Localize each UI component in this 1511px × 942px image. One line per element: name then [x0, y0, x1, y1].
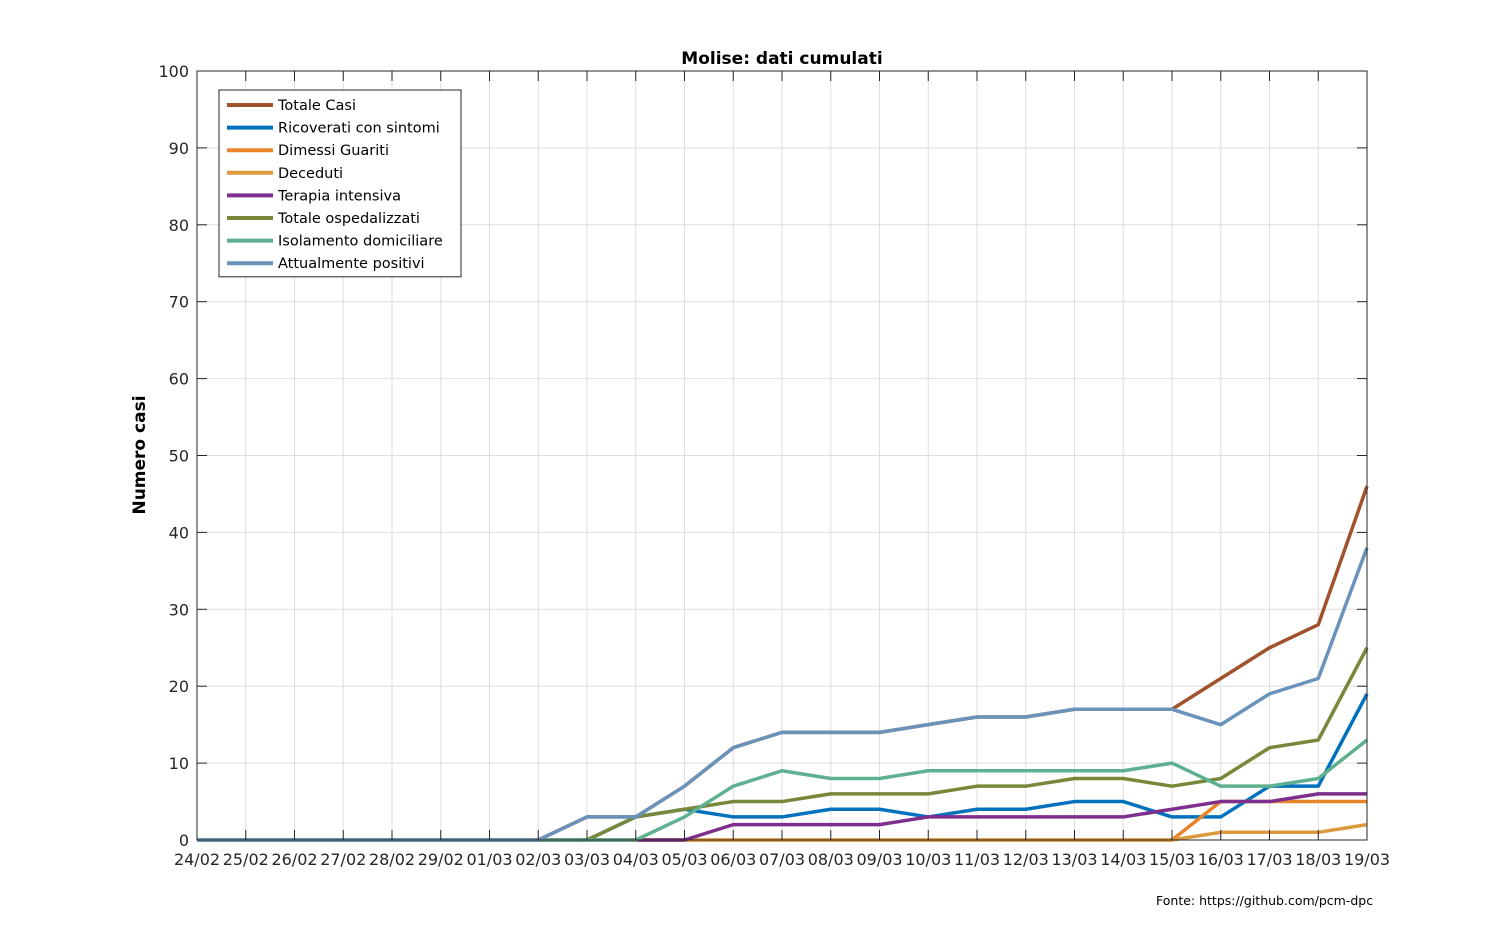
x-tick-label: 03/03	[564, 850, 610, 869]
y-tick-label: 80	[169, 216, 189, 235]
y-tick-label: 50	[169, 447, 189, 466]
legend-box	[218, 89, 462, 278]
y-tick-label: 40	[169, 523, 189, 542]
y-tick-labels: 0 10 20 30 40 50 60 70 80 90 100	[158, 62, 189, 850]
legend-label: Totale ospedalizzati	[277, 211, 420, 227]
legend-label: Attualmente positivi	[278, 256, 425, 272]
x-tick-label: 12/03	[1003, 850, 1049, 869]
x-tick-label: 02/03	[515, 850, 561, 869]
legend-label: Dimessi Guariti	[278, 143, 389, 159]
legend-label: Terapia intensiva	[277, 188, 401, 204]
y-tick-label: 30	[169, 600, 189, 619]
x-tick-label: 18/03	[1295, 850, 1341, 869]
x-tick-label: 13/03	[1051, 850, 1097, 869]
x-tick-label: 04/03	[613, 850, 659, 869]
y-tick-label: 60	[169, 370, 189, 389]
y-tick-label: 90	[169, 139, 189, 158]
x-tick-labels: 24/02 25/02 26/02 27/02 28/02 29/02 01/03 02/03…	[174, 850, 1390, 869]
legend: Totale Casi Ricoverati con sintomi Dimessi…	[218, 89, 462, 278]
x-tick-label: 24/02	[174, 850, 220, 869]
x-tick-label: 26/02	[271, 850, 317, 869]
legend-label: Totale Casi	[277, 98, 356, 114]
axes	[196, 70, 1368, 841]
y-tick-label: 0	[179, 831, 189, 850]
y-tick-label: 20	[169, 677, 189, 696]
y-tick-label: 70	[169, 293, 189, 312]
legend-label: Ricoverati con sintomi	[278, 121, 440, 137]
chart-title: Molise: dati cumulati	[681, 49, 882, 69]
x-tick-label: 17/03	[1246, 850, 1292, 869]
x-tick-label: 07/03	[759, 850, 805, 869]
y-axis-label: Numero casi	[130, 395, 150, 514]
x-tick-label: 08/03	[808, 850, 854, 869]
x-tick-label: 28/02	[369, 850, 415, 869]
x-tick-label: 19/03	[1344, 850, 1390, 869]
x-tick-label: 25/02	[223, 850, 269, 869]
source-note: Fonte: https://github.com/pcm-dpc	[1156, 893, 1374, 908]
x-tick-label: 16/03	[1198, 850, 1244, 869]
legend-label: Deceduti	[278, 166, 343, 182]
x-tick-label: 09/03	[856, 850, 902, 869]
x-tick-label: 05/03	[661, 850, 707, 869]
x-tick-label: 11/03	[954, 850, 1000, 869]
x-tick-label: 27/02	[320, 850, 366, 869]
legend-label: Isolamento domiciliare	[278, 234, 443, 250]
x-tick-label: 01/03	[466, 850, 512, 869]
x-tick-label: 15/03	[1149, 850, 1195, 869]
x-tick-label: 06/03	[710, 850, 756, 869]
y-tick-label: 100	[158, 62, 189, 81]
x-tick-label: 29/02	[418, 850, 464, 869]
x-tick-label: 10/03	[905, 850, 951, 869]
y-tick-label: 10	[169, 754, 189, 773]
x-tick-label: 14/03	[1100, 850, 1146, 869]
